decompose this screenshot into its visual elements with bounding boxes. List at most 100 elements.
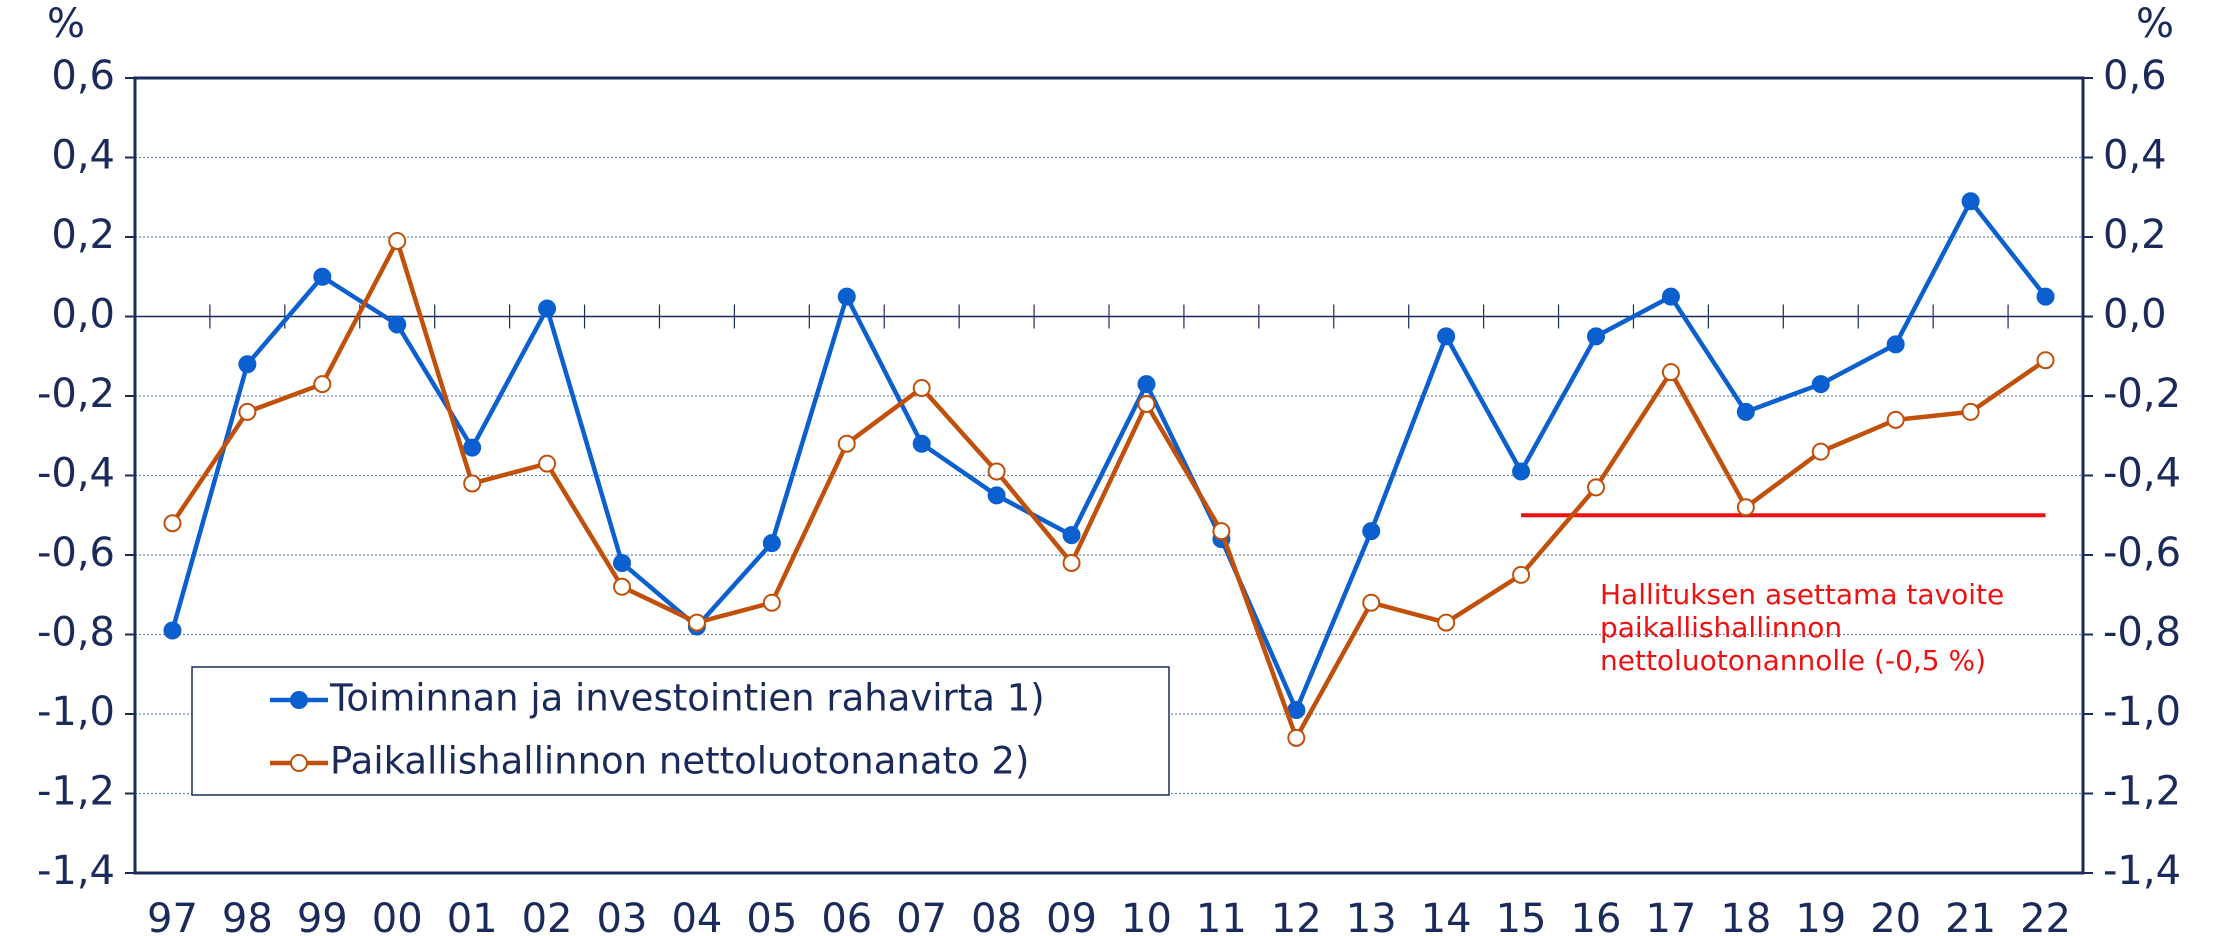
x-tick-label: 13 — [1346, 896, 1397, 936]
x-tick-label: 21 — [1945, 896, 1996, 936]
marker — [1961, 192, 1980, 211]
marker — [1287, 701, 1306, 720]
y-tick-label: -0,8 — [37, 610, 115, 656]
x-tick-label: 05 — [746, 896, 797, 936]
legend: Toiminnan ja investointien rahavirta 1) P… — [191, 666, 1170, 796]
x-tick-label: 11 — [1196, 896, 1247, 936]
marker — [1811, 442, 1830, 461]
y-axis-unit: % — [47, 1, 85, 47]
marker — [238, 355, 257, 374]
x-tick-label: 15 — [1496, 896, 1547, 936]
y-tick-label: -1,4 — [37, 848, 115, 894]
marker — [1137, 394, 1156, 413]
x-tick-label: 17 — [1645, 896, 1696, 936]
annotation: nettoluotonannolle (-0,5 %) — [1600, 644, 1986, 677]
marker — [1437, 613, 1456, 632]
annotation: Hallituksen asettama tavoite — [1600, 578, 2004, 611]
y2-tick-label: -1,0 — [2103, 689, 2181, 735]
marker — [912, 434, 931, 453]
marker — [1062, 553, 1081, 572]
x-tick-label: 20 — [1870, 896, 1921, 936]
marker — [1512, 565, 1531, 584]
y2-tick-label: -0,4 — [2103, 451, 2181, 497]
marker — [1886, 410, 1905, 429]
marker — [912, 379, 931, 398]
x-tick-label: 04 — [671, 896, 722, 936]
marker — [1062, 526, 1081, 545]
y2-tick-label: 0,0 — [2103, 292, 2167, 338]
y2-tick-label: -1,4 — [2103, 848, 2181, 894]
marker — [1736, 498, 1755, 517]
legend-label: Toiminnan ja investointien rahavirta 1) — [329, 677, 1045, 720]
marker — [1512, 462, 1531, 481]
marker — [2036, 351, 2055, 370]
marker — [1287, 728, 1306, 747]
marker — [1811, 375, 1830, 394]
marker — [687, 613, 706, 632]
marker — [987, 462, 1006, 481]
x-tick-label: 09 — [1046, 896, 1097, 936]
marker — [1212, 522, 1231, 541]
legend-label: Paikallishallinnon nettoluotonanato 2) — [330, 740, 1029, 783]
marker — [613, 553, 631, 572]
x-tick-label: 02 — [522, 896, 573, 936]
y-tick-label: 0,0 — [51, 292, 115, 338]
marker — [463, 474, 482, 493]
marker — [538, 454, 557, 473]
y-tick-label: -1,2 — [37, 769, 115, 815]
legend-box — [191, 666, 1170, 796]
marker — [163, 514, 182, 533]
marker — [238, 402, 257, 421]
y2-tick-label: -1,2 — [2103, 769, 2181, 815]
marker — [1587, 327, 1605, 346]
x-tick-label: 98 — [222, 896, 273, 936]
x-tick-label: 01 — [447, 896, 498, 936]
x-tick-label: 14 — [1421, 896, 1472, 936]
marker — [388, 231, 407, 250]
marker — [163, 621, 182, 640]
marker — [1886, 335, 1905, 354]
x-tick-label: 97 — [147, 896, 198, 936]
y-tick-label: 0,4 — [51, 133, 115, 179]
marker — [762, 534, 781, 553]
marker — [1661, 287, 1680, 306]
annotation: paikallishallinnon — [1600, 611, 1842, 644]
marker — [837, 434, 856, 453]
x-tick-label: 06 — [821, 896, 872, 936]
x-tick-label: 16 — [1571, 896, 1622, 936]
y-tick-label: -0,6 — [37, 530, 115, 576]
marker — [1961, 402, 1980, 421]
x-tick-label: 18 — [1720, 896, 1771, 936]
legend-marker — [290, 754, 308, 772]
marker — [538, 299, 557, 318]
marker — [762, 593, 781, 612]
y-tick-label: 0,6 — [51, 53, 115, 99]
x-tick-label: 07 — [896, 896, 947, 936]
marker — [987, 486, 1006, 505]
marker — [313, 375, 332, 394]
x-tick-label: 22 — [2020, 896, 2071, 936]
x-tick-label: 00 — [372, 896, 423, 936]
marker — [1137, 375, 1156, 394]
marker — [1587, 478, 1605, 497]
y2-tick-label: 0,4 — [2103, 133, 2167, 179]
marker — [463, 438, 482, 457]
plot-frame — [133, 76, 2085, 875]
marker — [1736, 402, 1755, 421]
series-line — [170, 198, 2048, 713]
y2-tick-label: -0,6 — [2103, 530, 2181, 576]
y-tick-label: 0,2 — [51, 212, 115, 258]
series-line — [170, 238, 2047, 741]
y2-tick-label: 0,6 — [2103, 53, 2167, 99]
y-tick-label: -0,4 — [37, 451, 115, 497]
marker — [837, 287, 856, 306]
marker — [1437, 327, 1456, 346]
y2-tick-label: -0,2 — [2103, 371, 2181, 417]
y-tick-label: -1,0 — [37, 689, 115, 735]
marker — [388, 315, 407, 334]
y2-axis-unit: % — [2136, 1, 2174, 47]
marker — [2036, 287, 2055, 306]
marker — [1661, 363, 1680, 382]
marker — [313, 267, 332, 286]
x-tick-label: 99 — [297, 896, 348, 936]
